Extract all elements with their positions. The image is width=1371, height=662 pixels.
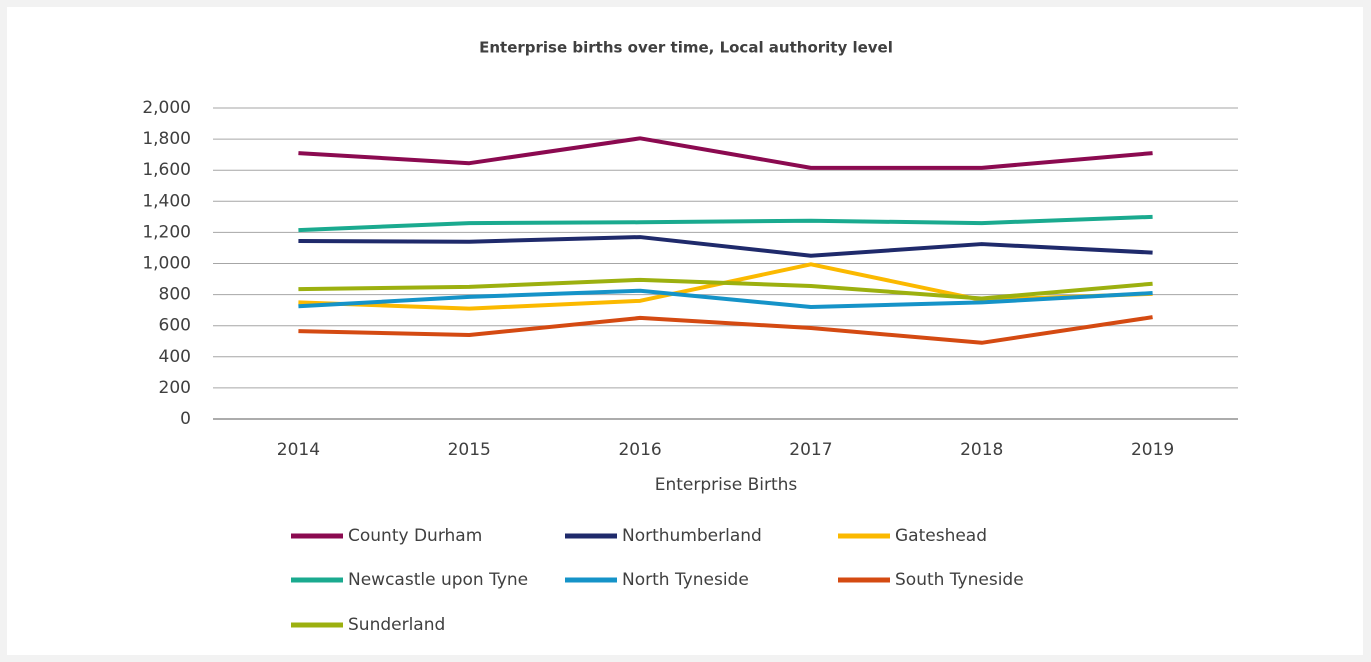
y-tick-label: 200 [159,378,191,398]
y-tick-label: 0 [180,409,191,429]
y-tick-label: 400 [159,347,191,367]
legend-label: County Durham [348,526,482,546]
chart-area [7,7,1363,655]
x-tick-label: 2018 [960,440,1003,460]
y-tick-label: 1,600 [142,160,191,180]
legend-label: North Tyneside [622,570,749,590]
y-tick-label: 1,400 [142,191,191,211]
series-line [298,235,1153,258]
y-tick-label: 2,000 [142,98,191,118]
y-tick-label: 800 [159,285,191,305]
series-line [298,288,1153,310]
legend-label: Gateshead [895,526,987,546]
legend-label: Newcastle upon Tyne [348,570,528,590]
y-tick-label: 1,200 [142,222,191,242]
chart-title: Enterprise births over time, Local autho… [479,39,893,57]
series-line [298,214,1153,233]
y-tick-label: 1,000 [142,254,191,274]
y-tick-label: 600 [159,316,191,336]
series-line [298,277,1153,301]
series-line [298,136,1153,170]
x-tick-label: 2019 [1131,440,1174,460]
x-tick-label: 2014 [277,440,320,460]
x-tick-label: 2015 [448,440,491,460]
legend-label: South Tyneside [895,570,1024,590]
legend-label: Sunderland [348,615,445,635]
x-tick-label: 2016 [618,440,661,460]
x-axis-label: Enterprise Births [655,475,798,495]
x-tick-label: 2017 [789,440,832,460]
y-tick-label: 1,800 [142,129,191,149]
legend-label: Northumberland [622,526,762,546]
series-line [298,315,1153,345]
